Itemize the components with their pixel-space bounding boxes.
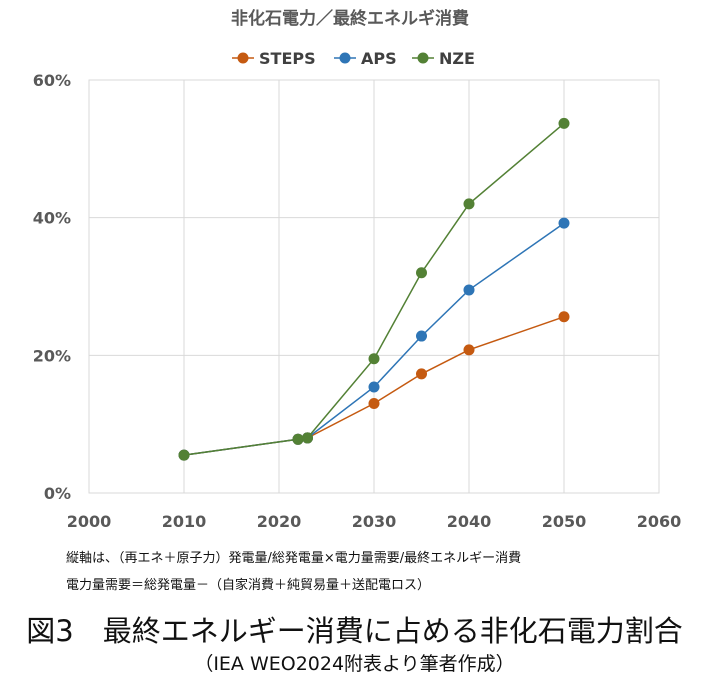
x-tick-label: 2030 bbox=[352, 512, 397, 531]
y-tick-label: 40% bbox=[33, 209, 71, 228]
data-point-steps bbox=[416, 368, 427, 380]
figure-source: （IEA WEO2024附表より筆者作成） bbox=[194, 653, 515, 675]
legend-marker bbox=[339, 52, 351, 64]
legend-item-nze: NZE bbox=[412, 49, 475, 68]
data-point-steps bbox=[463, 344, 475, 356]
series-nze bbox=[178, 117, 570, 461]
y-tick-label: 20% bbox=[33, 346, 71, 365]
legend-label: NZE bbox=[439, 49, 475, 68]
series-layer bbox=[178, 117, 570, 461]
y-tick-label: 0% bbox=[44, 484, 71, 503]
data-point-aps bbox=[558, 217, 570, 229]
y-tick-label: 60% bbox=[33, 71, 71, 90]
axis-labels: 0% 20% 40% 60% 2000 2010 2020 2030 2040 2050 2060 bbox=[33, 71, 682, 531]
x-tick-label: 2050 bbox=[542, 512, 587, 531]
legend: STEPS APS NZE bbox=[232, 49, 475, 68]
data-point-aps bbox=[463, 284, 475, 296]
data-point-nze bbox=[292, 433, 304, 445]
data-point-aps bbox=[368, 381, 380, 393]
chart-title: 非化石電力／最終エネルギ消費 bbox=[231, 8, 469, 29]
note-line-1: 縦軸は、（再エネ＋原子力）発電量/総発電量×電力量需要/最終エネルギー消費 bbox=[66, 551, 522, 566]
legend-item-steps: STEPS bbox=[232, 49, 316, 68]
x-tick-label: 2000 bbox=[67, 512, 112, 531]
data-point-nze bbox=[368, 353, 380, 365]
data-point-nze bbox=[416, 267, 427, 279]
data-point-steps bbox=[368, 398, 380, 410]
chart: 非化石電力／最終エネルギ消費 STEPS APS NZE 0% 20% 40% 60% 20… bbox=[33, 8, 682, 531]
legend-marker bbox=[417, 52, 429, 64]
data-point-steps bbox=[558, 311, 570, 323]
data-point-aps bbox=[416, 330, 427, 342]
x-tick-label: 2010 bbox=[162, 512, 207, 531]
data-point-nze bbox=[558, 117, 570, 129]
legend-marker bbox=[237, 52, 249, 64]
legend-label: APS bbox=[361, 49, 397, 68]
x-tick-label: 2060 bbox=[637, 512, 682, 531]
figure-caption: 図3 最終エネルギー消費に占める非化石電力割合 bbox=[26, 614, 683, 648]
legend-item-aps: APS bbox=[334, 49, 397, 68]
x-tick-label: 2040 bbox=[447, 512, 492, 531]
data-point-nze bbox=[302, 432, 313, 444]
legend-label: STEPS bbox=[259, 49, 316, 68]
data-point-nze bbox=[463, 198, 475, 210]
note-line-2: 電力量需要＝総発電量－（自家消費＋純貿易量＋送配電ロス） bbox=[66, 578, 431, 593]
data-point-nze bbox=[178, 449, 190, 461]
x-tick-label: 2020 bbox=[257, 512, 302, 531]
grid bbox=[89, 80, 659, 493]
